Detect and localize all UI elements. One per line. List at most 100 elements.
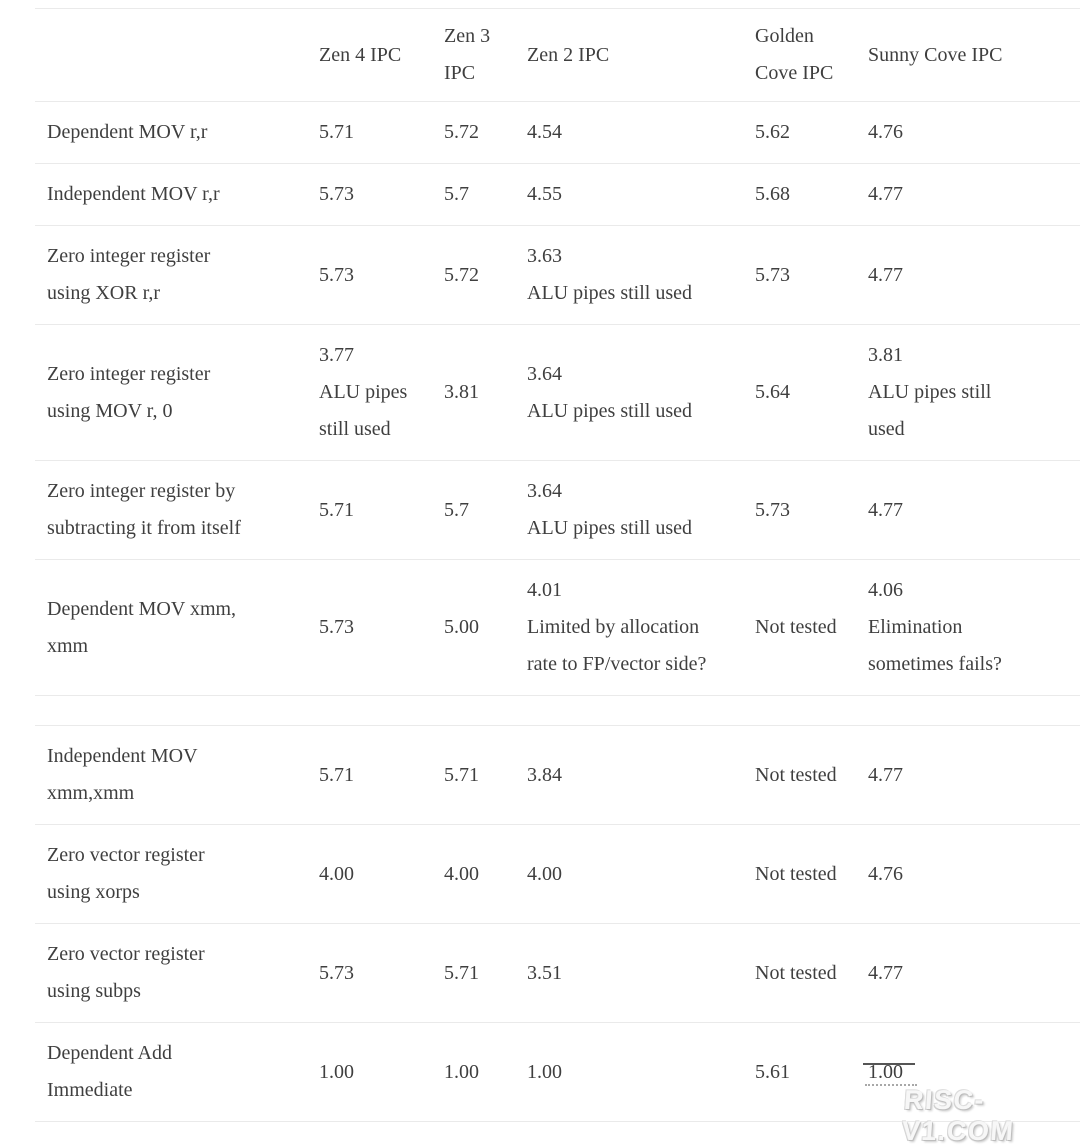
- cell-line: 4.77: [868, 263, 903, 286]
- cell-line: 5.62: [755, 121, 790, 143]
- value-cell-zen2-ipc: [515, 695, 743, 726]
- cell-line: used: [868, 418, 905, 440]
- cell-line: Zero integer register: [47, 245, 211, 267]
- value-cell-zen4-ipc: 5.71: [307, 101, 432, 164]
- cell-line: Not tested: [755, 763, 837, 786]
- ipc-comparison-table: Zen 4 IPC Zen 3 IPC Zen 2 IPC Golden Cove IPC…: [35, 8, 1080, 1122]
- cell-line: Elimination: [868, 616, 963, 638]
- cell-line: 3.84: [527, 763, 562, 786]
- value-cell-zen3-ipc: 5.71: [432, 923, 515, 1023]
- cell-line: 5.71: [319, 763, 354, 786]
- cell-line: 1.00: [863, 1054, 1068, 1091]
- value-cell-sunny-cove-ipc: 4.77: [856, 725, 1080, 825]
- value-cell-zen3-ipc: 5.7: [432, 163, 515, 226]
- cell-line: 5.71: [319, 121, 354, 143]
- cell-line: 5.71: [319, 498, 354, 521]
- row-label-cell: Independent MOV r,r: [35, 163, 307, 226]
- row-label-cell: Zero integer register using MOV r, 0: [35, 324, 307, 461]
- cell-line: Dependent Add: [47, 1042, 172, 1064]
- cell-line: 5.7: [444, 498, 469, 521]
- row-label-cell: Independent MOV xmm,xmm: [35, 725, 307, 825]
- value-cell-zen2-ipc: 3.51: [515, 923, 743, 1023]
- value-cell-zen2-ipc: 4.00: [515, 824, 743, 924]
- cell-line: 5.71: [444, 961, 479, 984]
- cell-line: Limited by allocation: [527, 616, 700, 638]
- cell-line: 5.73: [319, 616, 354, 638]
- value-cell-golden-cove-ipc: Not tested: [743, 725, 856, 825]
- cell-line: 4.77: [868, 498, 903, 521]
- value-cell-zen3-ipc: 5.00: [432, 559, 515, 696]
- cell-line: 4.55: [527, 183, 562, 205]
- value-cell-zen4-ipc: 1.00: [307, 1022, 432, 1122]
- cell-line: xmm,xmm: [47, 782, 135, 804]
- cell-line: 4.77: [868, 183, 903, 205]
- row-label-cell: Dependent Add Immediate: [35, 1022, 307, 1122]
- cell-line: 5.73: [755, 498, 790, 521]
- cell-line: 3.77: [319, 344, 354, 366]
- cell-line: 4.76: [868, 121, 903, 143]
- value-cell-sunny-cove-ipc: 4.77: [856, 163, 1080, 226]
- header-cell-sunny-cove-ipc: Sunny Cove IPC: [856, 8, 1080, 102]
- cell-line: Golden: [755, 25, 814, 47]
- cell-line: 5.72: [444, 121, 479, 143]
- cell-line: 4.76: [868, 862, 903, 885]
- header-cell-row-label: [35, 8, 307, 102]
- header-cell-zen2-ipc: Zen 2 IPC: [515, 8, 743, 102]
- value-cell-golden-cove-ipc: 5.61: [743, 1022, 856, 1122]
- table-row: Independent MOV r,r 5.73 5.7 4.55 5.68 4.77: [35, 163, 1080, 226]
- value-cell-sunny-cove-ipc: 4.77: [856, 460, 1080, 560]
- value-cell-zen3-ipc: 5.71: [432, 725, 515, 825]
- cell-line: 4.00: [319, 862, 354, 885]
- cell-line: ALU pipes still used: [527, 517, 692, 539]
- table-row: Dependent Add Immediate 1.00 1.00 1.00 5.61 1.…: [35, 1022, 1080, 1122]
- value-cell-sunny-cove-ipc: 4.77: [856, 923, 1080, 1023]
- table-row: Zero vector register using subps 5.73 5.71 3…: [35, 923, 1080, 1023]
- cell-line: Zen 4 IPC: [319, 43, 402, 66]
- value-cell-golden-cove-ipc: 5.68: [743, 163, 856, 226]
- value-cell-zen4-ipc: 5.73: [307, 923, 432, 1023]
- cell-line: Dependent MOV xmm,: [47, 597, 237, 620]
- cell-line: 3.64: [527, 362, 562, 385]
- value-cell-sunny-cove-ipc: 4.76: [856, 101, 1080, 164]
- value-cell-sunny-cove-ipc: 1.00: [856, 1022, 1080, 1122]
- cell-line: 5.61: [755, 1060, 790, 1083]
- cell-line: rate to FP/vector side?: [527, 653, 707, 675]
- header-cell-golden-cove-ipc: Golden Cove IPC: [743, 8, 856, 102]
- value-cell-zen4-ipc: 5.73: [307, 559, 432, 696]
- cell-line: 4.54: [527, 121, 562, 143]
- value-cell-zen2-ipc: 3.64 ALU pipes still used: [515, 324, 743, 461]
- value-cell-golden-cove-ipc: [743, 695, 856, 726]
- row-label-cell: Zero integer register by subtracting it f…: [35, 460, 307, 560]
- header-cell-zen3-ipc: Zen 3 IPC: [432, 8, 515, 102]
- cell-line: Sunny Cove IPC: [868, 43, 1003, 66]
- cell-line: using xorps: [47, 881, 140, 903]
- value-cell-sunny-cove-ipc: [856, 695, 1080, 726]
- cell-line: 5.64: [755, 381, 790, 403]
- cell-line: ALU pipes: [319, 381, 408, 403]
- cell-line: Zen 2 IPC: [527, 43, 610, 66]
- table-row: Independent MOV xmm,xmm 5.71 5.71 3.84 Not te…: [35, 725, 1080, 825]
- table-row: Dependent MOV xmm, xmm 5.73 5.00 4.01 Limited…: [35, 559, 1080, 696]
- header-row: Zen 4 IPC Zen 3 IPC Zen 2 IPC Golden Cove IPC…: [35, 8, 1080, 102]
- ipc-comparison-table-wrapper: Zen 4 IPC Zen 3 IPC Zen 2 IPC Golden Cove IPC…: [35, 0, 1080, 1122]
- cell-line: IPC: [444, 62, 476, 84]
- value-cell-golden-cove-ipc: 5.64: [743, 324, 856, 461]
- row-label-cell: Zero vector register using subps: [35, 923, 307, 1023]
- value-cell-zen2-ipc: 3.63 ALU pipes still used: [515, 225, 743, 325]
- cell-line: 4.00: [527, 862, 562, 885]
- value-cell-zen2-ipc: 3.84: [515, 725, 743, 825]
- value-cell-zen4-ipc: 5.71: [307, 460, 432, 560]
- cell-line: Zen 3: [444, 25, 491, 47]
- cell-line: Zero integer register: [47, 362, 211, 385]
- cell-line: xmm: [47, 634, 89, 657]
- cell-line: ALU pipes still: [868, 381, 992, 403]
- value-cell-zen3-ipc: 4.00: [432, 824, 515, 924]
- table-header: Zen 4 IPC Zen 3 IPC Zen 2 IPC Golden Cove IPC…: [35, 8, 1080, 102]
- cell-line: 5.68: [755, 183, 790, 205]
- cell-line: Zero vector register: [47, 844, 205, 866]
- cell-line: sometimes fails?: [868, 653, 1002, 675]
- cell-line: Not tested: [755, 616, 837, 638]
- value-cell-zen2-ipc: 1.00: [515, 1022, 743, 1122]
- value-cell-golden-cove-ipc: Not tested: [743, 923, 856, 1023]
- value-cell-zen4-ipc: 5.71: [307, 725, 432, 825]
